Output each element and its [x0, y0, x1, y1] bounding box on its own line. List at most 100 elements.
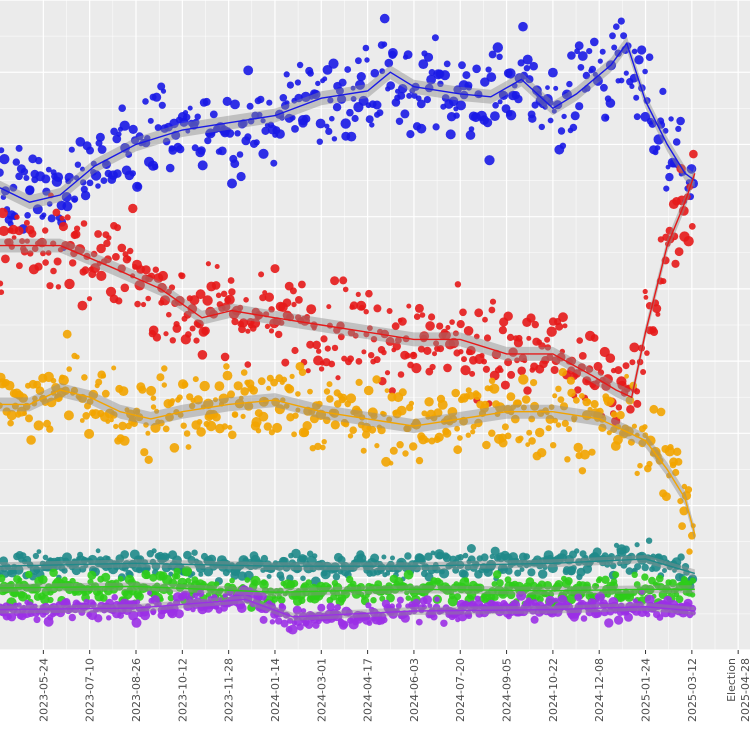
- data-point: [7, 612, 17, 622]
- data-point: [432, 351, 437, 357]
- data-point: [590, 334, 599, 342]
- data-point: [501, 423, 509, 431]
- data-point: [430, 550, 436, 556]
- data-point: [250, 318, 261, 329]
- data-point: [377, 426, 386, 435]
- data-point: [147, 117, 154, 124]
- data-point: [424, 552, 433, 561]
- data-point: [473, 391, 482, 401]
- data-point: [633, 388, 641, 395]
- data-point: [451, 388, 461, 398]
- data-point: [209, 110, 218, 119]
- data-point: [24, 212, 31, 219]
- data-point: [260, 554, 269, 563]
- data-point: [320, 335, 328, 343]
- data-point: [356, 72, 366, 82]
- data-point: [370, 597, 377, 604]
- data-point: [181, 582, 188, 589]
- data-point: [135, 132, 144, 141]
- data-point: [498, 326, 507, 335]
- data-point: [654, 145, 661, 151]
- data-point: [645, 537, 653, 544]
- data-point: [255, 428, 262, 434]
- data-point: [192, 592, 199, 599]
- data-point: [285, 384, 295, 394]
- data-point: [415, 618, 423, 626]
- data-point: [140, 448, 149, 457]
- data-point: [268, 306, 275, 313]
- data-point: [480, 77, 490, 87]
- data-point: [57, 247, 64, 253]
- data-point: [300, 91, 311, 102]
- x-tick-label: 2023-07-10: [84, 658, 97, 722]
- data-point: [385, 336, 395, 346]
- data-point: [449, 415, 458, 424]
- data-point: [667, 444, 674, 451]
- data-point: [158, 270, 168, 281]
- data-point: [629, 73, 639, 83]
- data-point: [31, 245, 39, 252]
- data-point: [605, 353, 616, 364]
- data-point: [659, 87, 667, 95]
- data-point: [237, 603, 247, 613]
- data-point: [214, 381, 225, 391]
- data-point: [479, 352, 485, 359]
- data-point: [423, 52, 434, 62]
- data-point: [279, 94, 288, 102]
- data-point: [347, 433, 354, 439]
- data-point: [609, 32, 616, 40]
- data-point: [433, 408, 443, 418]
- data-point: [193, 337, 200, 344]
- data-point: [594, 583, 600, 589]
- data-point: [678, 522, 686, 530]
- data-point: [592, 71, 598, 77]
- data-point: [571, 417, 577, 423]
- data-point: [368, 425, 377, 434]
- data-point: [330, 420, 340, 430]
- data-point: [315, 118, 326, 129]
- data-point: [637, 462, 643, 469]
- data-point: [0, 556, 9, 566]
- data-point: [574, 548, 580, 554]
- data-point: [388, 460, 394, 466]
- data-point: [32, 395, 38, 402]
- data-point: [598, 423, 607, 432]
- data-point: [461, 356, 467, 363]
- data-point: [87, 570, 97, 580]
- data-point: [197, 160, 208, 171]
- data-point: [105, 419, 111, 424]
- data-point: [686, 548, 693, 555]
- data-point: [22, 411, 27, 416]
- data-point: [144, 572, 151, 580]
- data-point: [398, 84, 408, 94]
- data-point: [147, 272, 156, 280]
- data-point: [294, 79, 301, 86]
- data-point: [498, 438, 508, 448]
- data-point: [169, 398, 176, 404]
- data-point: [374, 443, 380, 449]
- x-tick-label: 2023-11-28: [223, 658, 236, 722]
- data-point: [335, 86, 344, 95]
- data-point: [655, 311, 661, 317]
- data-point: [15, 172, 23, 181]
- data-point: [492, 42, 503, 53]
- data-point: [386, 81, 396, 90]
- data-point: [656, 614, 664, 621]
- data-point: [555, 385, 562, 392]
- data-point: [243, 65, 254, 76]
- data-point: [331, 136, 338, 142]
- data-point: [381, 616, 388, 624]
- data-point: [538, 569, 548, 579]
- data-point: [640, 369, 647, 375]
- data-point: [0, 289, 5, 295]
- data-point: [215, 292, 222, 299]
- data-point: [384, 370, 391, 376]
- data-point: [197, 146, 206, 155]
- data-point: [618, 77, 625, 84]
- data-point: [193, 395, 203, 405]
- data-point: [46, 425, 54, 433]
- data-point: [95, 132, 105, 142]
- data-point: [227, 390, 235, 399]
- data-point: [470, 429, 476, 435]
- data-point: [560, 549, 568, 557]
